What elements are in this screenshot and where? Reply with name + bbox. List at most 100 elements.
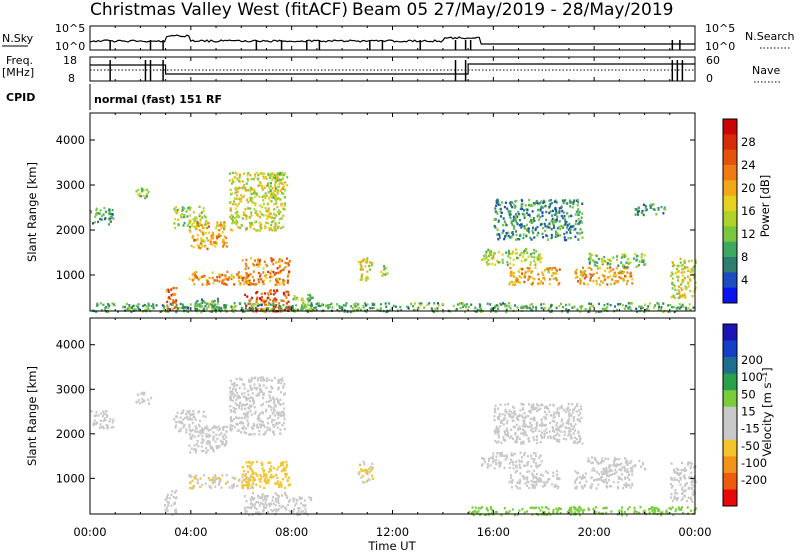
heatmap-cell: [269, 215, 272, 218]
heatmap-cell: [269, 292, 272, 295]
heatmap-cell: [236, 213, 239, 217]
heatmap-cell: [555, 433, 557, 437]
heatmap-cell: [196, 478, 199, 482]
heatmap-cell: [275, 421, 278, 425]
heatmap-cell: [574, 213, 577, 216]
heatmap-cell: [255, 298, 258, 301]
heatmap-cell: [682, 305, 685, 308]
heatmap-cell: [653, 306, 655, 309]
heatmap-cell: [284, 469, 286, 472]
heatmap-cell: [555, 424, 558, 427]
heatmap-cell: [270, 508, 273, 512]
heatmap-cell: [257, 415, 260, 418]
heatmap-cell: [244, 508, 247, 512]
heatmap-cell: [238, 478, 241, 481]
heatmap-cell: [673, 310, 676, 314]
heatmap-cell: [272, 306, 275, 310]
heatmap-cell: [273, 376, 276, 380]
heatmap-cell: [569, 229, 572, 233]
heatmap-cell: [244, 414, 247, 417]
heatmap-cell: [230, 379, 232, 383]
heatmap-cell: [597, 310, 600, 313]
heatmap-cell: [238, 186, 241, 189]
heatmap-cell: [495, 461, 498, 465]
heatmap-cell: [359, 267, 362, 271]
heatmap-cell: [493, 429, 496, 433]
heatmap-cell: [694, 281, 697, 284]
heatmap-cell: [280, 178, 283, 182]
heatmap-cell: [174, 510, 177, 513]
heatmap-cell: [590, 268, 593, 271]
heatmap-cell: [622, 255, 625, 258]
heatmap-cell: [566, 309, 569, 312]
heatmap-cell: [607, 276, 609, 279]
heatmap-cell: [241, 427, 244, 430]
heatmap-cell: [519, 487, 522, 490]
heatmap-cell: [548, 278, 551, 281]
heatmap-cell: [241, 180, 244, 183]
heatmap-cell: [264, 432, 267, 435]
colorbar-swatch: [723, 165, 737, 181]
heatmap-cell: [215, 227, 218, 230]
heatmap-cell: [214, 303, 217, 306]
heatmap-cell: [279, 181, 282, 184]
heatmap-cell: [196, 244, 199, 247]
heatmap-cell: [277, 197, 280, 200]
heatmap-cell: [574, 441, 577, 444]
heatmap-cell: [501, 201, 503, 204]
heatmap-cell: [590, 302, 593, 306]
heatmap-cell: [519, 480, 522, 483]
heatmap-cell: [190, 436, 193, 439]
heatmap-cell: [497, 440, 500, 443]
heatmap-cell: [273, 508, 276, 511]
colorbar-swatch: [723, 324, 737, 341]
heatmap-cell: [497, 430, 500, 433]
heatmap-cell: [109, 212, 112, 216]
heatmap-cell: [270, 469, 273, 472]
heatmap-cell: [636, 213, 639, 216]
heatmap-cell: [252, 424, 255, 428]
heatmap-cell: [494, 409, 497, 412]
heatmap-cell: [182, 426, 185, 429]
heatmap-cell: [529, 303, 532, 306]
heatmap-cell: [99, 217, 102, 221]
heatmap-cell: [511, 454, 514, 457]
heatmap-cell: [515, 280, 518, 283]
heatmap-cell: [243, 172, 246, 175]
heatmap-cell: [275, 303, 277, 307]
heatmap-cell: [633, 511, 636, 514]
heatmap-cell: [188, 219, 191, 223]
heatmap-cell: [690, 480, 693, 484]
heatmap-cell: [622, 279, 625, 282]
heatmap-cell: [641, 258, 643, 261]
heatmap-cell: [581, 212, 584, 215]
heatmap-cell: [243, 383, 246, 387]
heatmap-cell: [256, 260, 259, 264]
heatmap-cell: [523, 453, 526, 457]
heatmap-cell: [223, 425, 226, 429]
heatmap-cell: [272, 299, 274, 303]
heatmap-cell: [656, 302, 659, 305]
heatmap-cell: [191, 278, 194, 281]
heatmap-cell: [198, 214, 201, 218]
heatmap-cell: [615, 267, 618, 270]
colorbar-frame: [722, 118, 738, 304]
heatmap-cell: [552, 226, 555, 229]
heatmap-cell: [569, 507, 572, 510]
heatmap-cell: [682, 511, 684, 515]
heatmap-cell: [247, 179, 249, 182]
heatmap-cell: [238, 279, 240, 283]
heatmap-cell: [362, 469, 365, 472]
heatmap-cell: [540, 280, 543, 283]
heatmap-cell: [636, 310, 639, 313]
heatmap-cell: [492, 452, 495, 455]
heatmap-cell: [273, 203, 276, 206]
heatmap-cell: [651, 506, 654, 509]
heatmap-cell: [273, 193, 276, 196]
heatmap-cell: [609, 473, 612, 477]
heatmap-cell: [260, 461, 263, 465]
heatmap-cell: [489, 310, 492, 313]
heatmap-cell: [109, 215, 112, 218]
heatmap-cell: [205, 219, 208, 223]
heatmap-cell: [555, 271, 558, 275]
